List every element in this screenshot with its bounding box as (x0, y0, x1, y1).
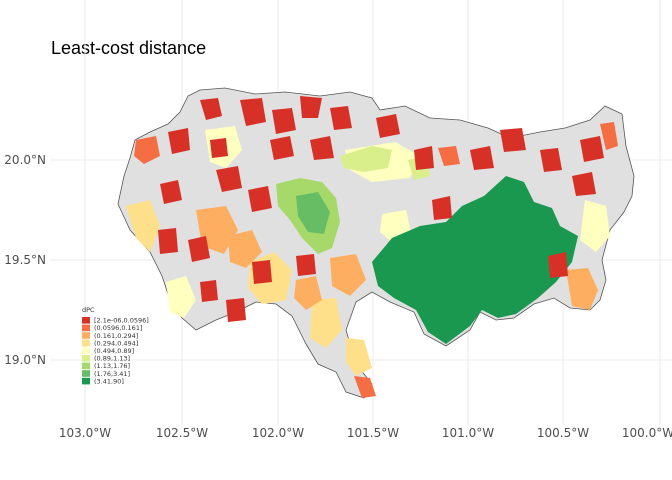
legend-swatch (82, 339, 90, 347)
legend-swatch (82, 332, 90, 339)
patches-deeporange (134, 122, 618, 398)
x-tick-label: 103.0°W (59, 426, 111, 440)
legend-swatch (82, 347, 90, 354)
legend-title: dPC (82, 306, 95, 314)
x-axis-labels: 103.0°W 102.5°W 102.0°W 101.5°W 101.0°W … (59, 426, 672, 440)
legend-label: [2.1e-06,0.0596] (94, 317, 149, 325)
legend-swatch (82, 324, 90, 332)
x-tick-label: 102.0°W (252, 426, 304, 440)
x-tick-label: 102.5°W (156, 426, 208, 440)
legend-swatch (82, 377, 90, 385)
legend-label: (0.294,0.494] (94, 339, 138, 347)
y-tick-label: 19.5°N (4, 253, 46, 267)
legend-swatch (82, 370, 90, 377)
x-tick-label: 100.0°W (622, 426, 672, 440)
x-tick-label: 100.5°W (537, 426, 589, 440)
legend-label: (1.13,1.76] (94, 362, 130, 370)
legend: dPC [2.1e-06,0.0596](0.0596,0.161](0.161… (82, 306, 149, 385)
y-tick-label: 19.0°N (4, 353, 46, 367)
legend-swatch (82, 355, 90, 362)
legend-label: (0.89,1.13] (94, 355, 130, 363)
x-tick-label: 101.5°W (347, 426, 399, 440)
legend-label: (0.161,0.294] (94, 332, 138, 340)
x-tick-label: 101.0°W (442, 426, 494, 440)
legend-swatch (82, 317, 90, 324)
y-tick-label: 20.0°N (4, 153, 46, 167)
patches-red (158, 96, 604, 322)
legend-label: (3.41,90] (94, 377, 124, 385)
map-title: Least-cost distance (51, 38, 207, 58)
patches-green2 (296, 192, 330, 234)
patch-darkgreen (372, 176, 578, 344)
legend-swatch (82, 362, 90, 370)
legend-label: (0.494,0.89] (94, 347, 134, 355)
legend-items: [2.1e-06,0.0596](0.0596,0.161](0.161,0.2… (82, 317, 149, 385)
legend-label: (0.0596,0.161] (94, 324, 143, 332)
legend-label: (1.76,3.41] (94, 370, 130, 378)
y-axis-labels: 20.0°N 19.5°N 19.0°N (4, 153, 46, 367)
